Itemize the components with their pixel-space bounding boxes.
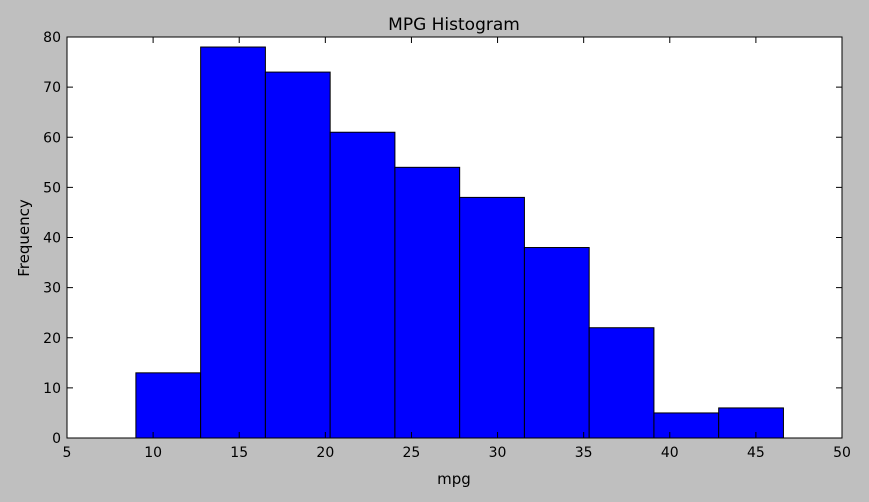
x-tick-label: 5 xyxy=(63,445,72,461)
plot-frame xyxy=(66,36,843,439)
histogram-bar-3 xyxy=(329,131,396,439)
histogram-bar-1 xyxy=(200,46,266,439)
x-tick-label: 45 xyxy=(747,445,765,461)
histogram-bar-5 xyxy=(459,196,525,439)
histogram-bar-8 xyxy=(653,412,720,439)
y-tick-label: 80 xyxy=(43,30,61,46)
x-tick-label: 30 xyxy=(489,445,507,461)
x-tick-label: 15 xyxy=(230,445,248,461)
y-tick-label: 30 xyxy=(43,281,61,297)
y-tick-label: 40 xyxy=(43,231,61,247)
y-tick-label: 20 xyxy=(43,331,61,347)
x-tick-label: 20 xyxy=(316,445,334,461)
y-tick-label: 70 xyxy=(43,80,61,96)
ticks-group: 5 10 15 20 25 30 35 40 45 50 0 10 20 30 40 50 60 70 80 xyxy=(43,30,851,461)
chart-title: MPG Histogram xyxy=(388,15,520,35)
x-axis-title: mpg xyxy=(437,470,471,488)
y-tick-label: 0 xyxy=(52,431,61,447)
y-tick-label: 50 xyxy=(43,180,61,196)
x-tick-label: 25 xyxy=(403,445,421,461)
x-tick-label: 50 xyxy=(833,445,851,461)
x-tick-label: 40 xyxy=(661,445,679,461)
x-tick-label: 10 xyxy=(144,445,162,461)
y-tick-label: 10 xyxy=(43,381,61,397)
y-axis-title: Frequency xyxy=(15,199,33,277)
histogram-bar-2 xyxy=(264,71,331,439)
y-tick-label: 60 xyxy=(43,130,61,146)
bars-group xyxy=(135,46,784,439)
x-tick-label: 35 xyxy=(575,445,593,461)
histogram-bar-9 xyxy=(718,407,784,439)
histogram-bar-0 xyxy=(135,372,202,439)
histogram-bar-6 xyxy=(523,247,590,439)
histogram-bar-7 xyxy=(588,327,655,439)
histogram-bar-4 xyxy=(394,166,461,439)
